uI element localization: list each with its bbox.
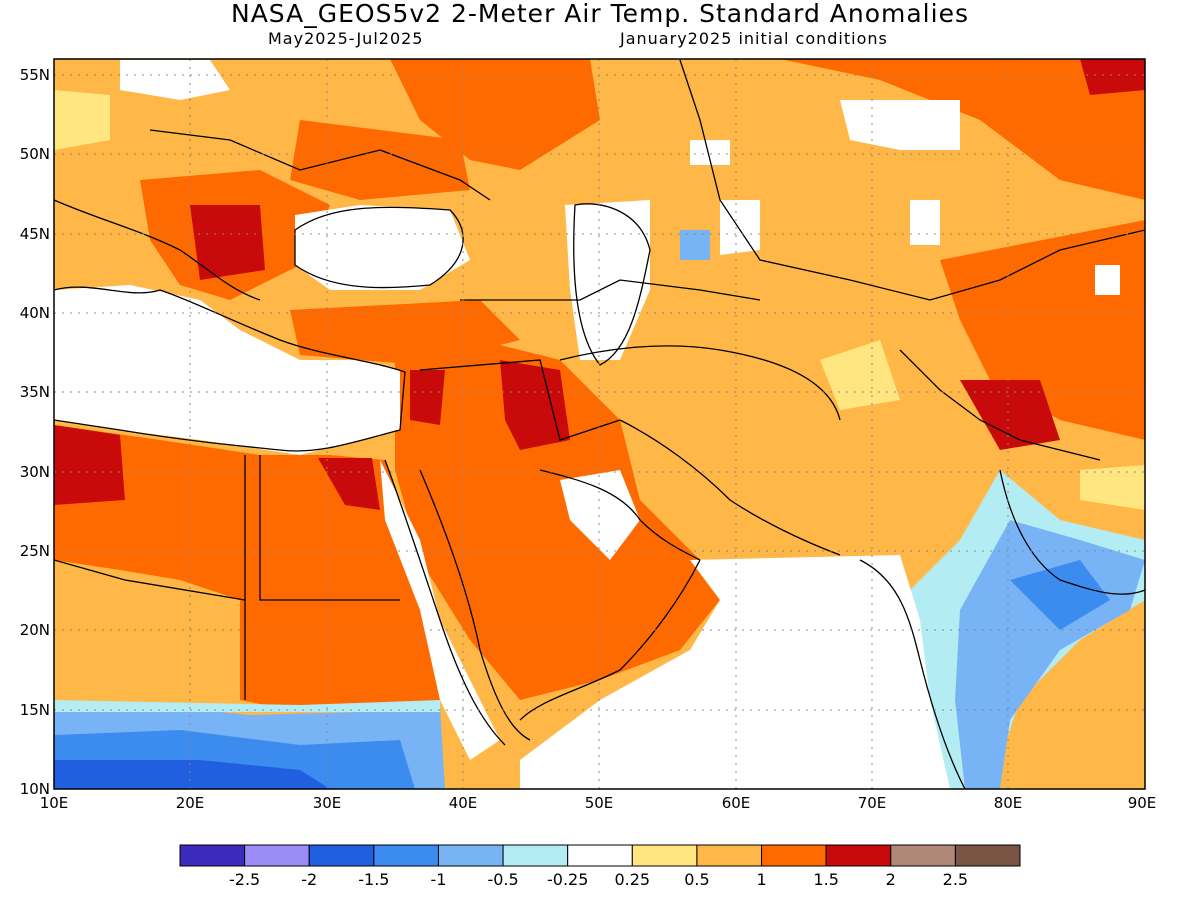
anomaly-region bbox=[54, 700, 440, 712]
sea-mask bbox=[910, 200, 940, 245]
sea-mask bbox=[120, 60, 230, 100]
anomaly-region bbox=[500, 360, 570, 450]
lat-tick-label: 55N bbox=[20, 66, 50, 84]
colorbar-label: 1 bbox=[756, 870, 766, 889]
anomaly-region bbox=[1010, 560, 1110, 630]
sea-mask bbox=[840, 100, 960, 150]
anomaly-field bbox=[54, 59, 1145, 789]
colorbar-swatch bbox=[890, 844, 956, 867]
sea-mask bbox=[380, 460, 500, 760]
colorbar-label: -2.5 bbox=[229, 870, 260, 889]
lon-tick-label: 70E bbox=[858, 794, 887, 812]
anomaly-region bbox=[54, 425, 125, 505]
anomaly-region bbox=[318, 458, 380, 510]
sea-mask bbox=[565, 200, 650, 360]
colorbar-label: -2 bbox=[301, 870, 317, 889]
map-frame bbox=[53, 58, 1146, 790]
colorbar-swatch bbox=[373, 844, 439, 867]
anomaly-region bbox=[54, 760, 330, 789]
forecast-period: May2025-Jul2025 bbox=[268, 29, 424, 48]
lon-tick-labels: 10E 20E 30E 40E 50E 60E 70E 80E 90E bbox=[40, 794, 1157, 812]
sea-mask bbox=[1095, 265, 1120, 295]
colorbar-swatch bbox=[696, 844, 763, 867]
colorbar-swatch bbox=[308, 844, 375, 867]
colorbar-label: 2 bbox=[886, 870, 896, 889]
anomaly-region bbox=[940, 220, 1145, 440]
lat-tick-label: 50N bbox=[20, 145, 50, 163]
colorbar-swatch bbox=[761, 844, 827, 867]
sea-mask bbox=[295, 205, 470, 290]
colorbar-swatch bbox=[502, 844, 569, 867]
anomaly-region bbox=[290, 120, 470, 200]
lat-tick-labels: 55N 50N 45N 40N 35N 30N 25N 20N 15N 10N bbox=[20, 66, 50, 798]
sea-mask bbox=[690, 140, 730, 165]
colorbar-swatch bbox=[567, 844, 633, 867]
colorbar-swatch bbox=[631, 844, 698, 867]
lon-tick-label: 40E bbox=[449, 794, 478, 812]
colorbar-label: 0.25 bbox=[614, 870, 650, 889]
colorbar-label: -1 bbox=[430, 870, 446, 889]
colorbar-label: -0.25 bbox=[547, 870, 588, 889]
lat-tick-label: 15N bbox=[20, 701, 50, 719]
colorbar-swatch bbox=[244, 844, 310, 867]
anomaly-region bbox=[190, 205, 265, 280]
anomaly-region bbox=[1080, 59, 1145, 95]
lon-tick-label: 20E bbox=[176, 794, 205, 812]
lat-tick-label: 25N bbox=[20, 542, 50, 560]
colorbar-swatch bbox=[179, 844, 246, 867]
anomaly-region bbox=[395, 345, 720, 700]
lon-tick-label: 50E bbox=[585, 794, 614, 812]
anomaly-region bbox=[410, 370, 445, 425]
colorbar-swatch bbox=[825, 844, 892, 867]
lon-tick-label: 60E bbox=[722, 794, 751, 812]
initial-conditions: January2025 initial conditions bbox=[620, 29, 888, 48]
anomaly-region bbox=[1080, 465, 1145, 510]
lat-tick-label: 10N bbox=[20, 780, 50, 798]
lon-tick-label: 90E bbox=[1128, 794, 1157, 812]
lat-tick-label: 45N bbox=[20, 225, 50, 243]
coastlines bbox=[54, 59, 1145, 789]
lat-tick-label: 40N bbox=[20, 304, 50, 322]
colorbar-label: -1.5 bbox=[358, 870, 389, 889]
sea-mask bbox=[54, 285, 400, 455]
grid-lines bbox=[54, 59, 1145, 789]
anomaly-region bbox=[54, 90, 110, 150]
colorbar-swatch bbox=[437, 844, 504, 867]
colorbar-label: 1.5 bbox=[813, 870, 838, 889]
colorbar-label: 0.5 bbox=[684, 870, 709, 889]
anomaly-region bbox=[780, 59, 1145, 200]
lon-tick-label: 80E bbox=[994, 794, 1023, 812]
sea-mask bbox=[520, 555, 950, 789]
anomaly-region bbox=[960, 380, 1060, 450]
anomaly-region bbox=[390, 59, 600, 170]
map-title: NASA_GEOS5v2 2-Meter Air Temp. Standard … bbox=[231, 0, 969, 28]
lon-tick-label: 10E bbox=[40, 794, 69, 812]
lat-tick-label: 30N bbox=[20, 463, 50, 481]
lat-tick-label: 35N bbox=[20, 383, 50, 401]
colorbar: -2.5 -2 -1.5 -1 -0.5 -0.25 0.25 0.5 1 1.5 2 2.5 bbox=[179, 844, 1021, 889]
lat-tick-label: 20N bbox=[20, 621, 50, 639]
lon-tick-label: 30E bbox=[313, 794, 342, 812]
anomaly-region bbox=[680, 230, 710, 260]
colorbar-label: -0.5 bbox=[487, 870, 518, 889]
sea-mask bbox=[720, 200, 760, 255]
colorbar-label: 2.5 bbox=[943, 870, 968, 889]
sea-mask bbox=[560, 470, 640, 560]
colorbar-swatch bbox=[954, 844, 1021, 867]
